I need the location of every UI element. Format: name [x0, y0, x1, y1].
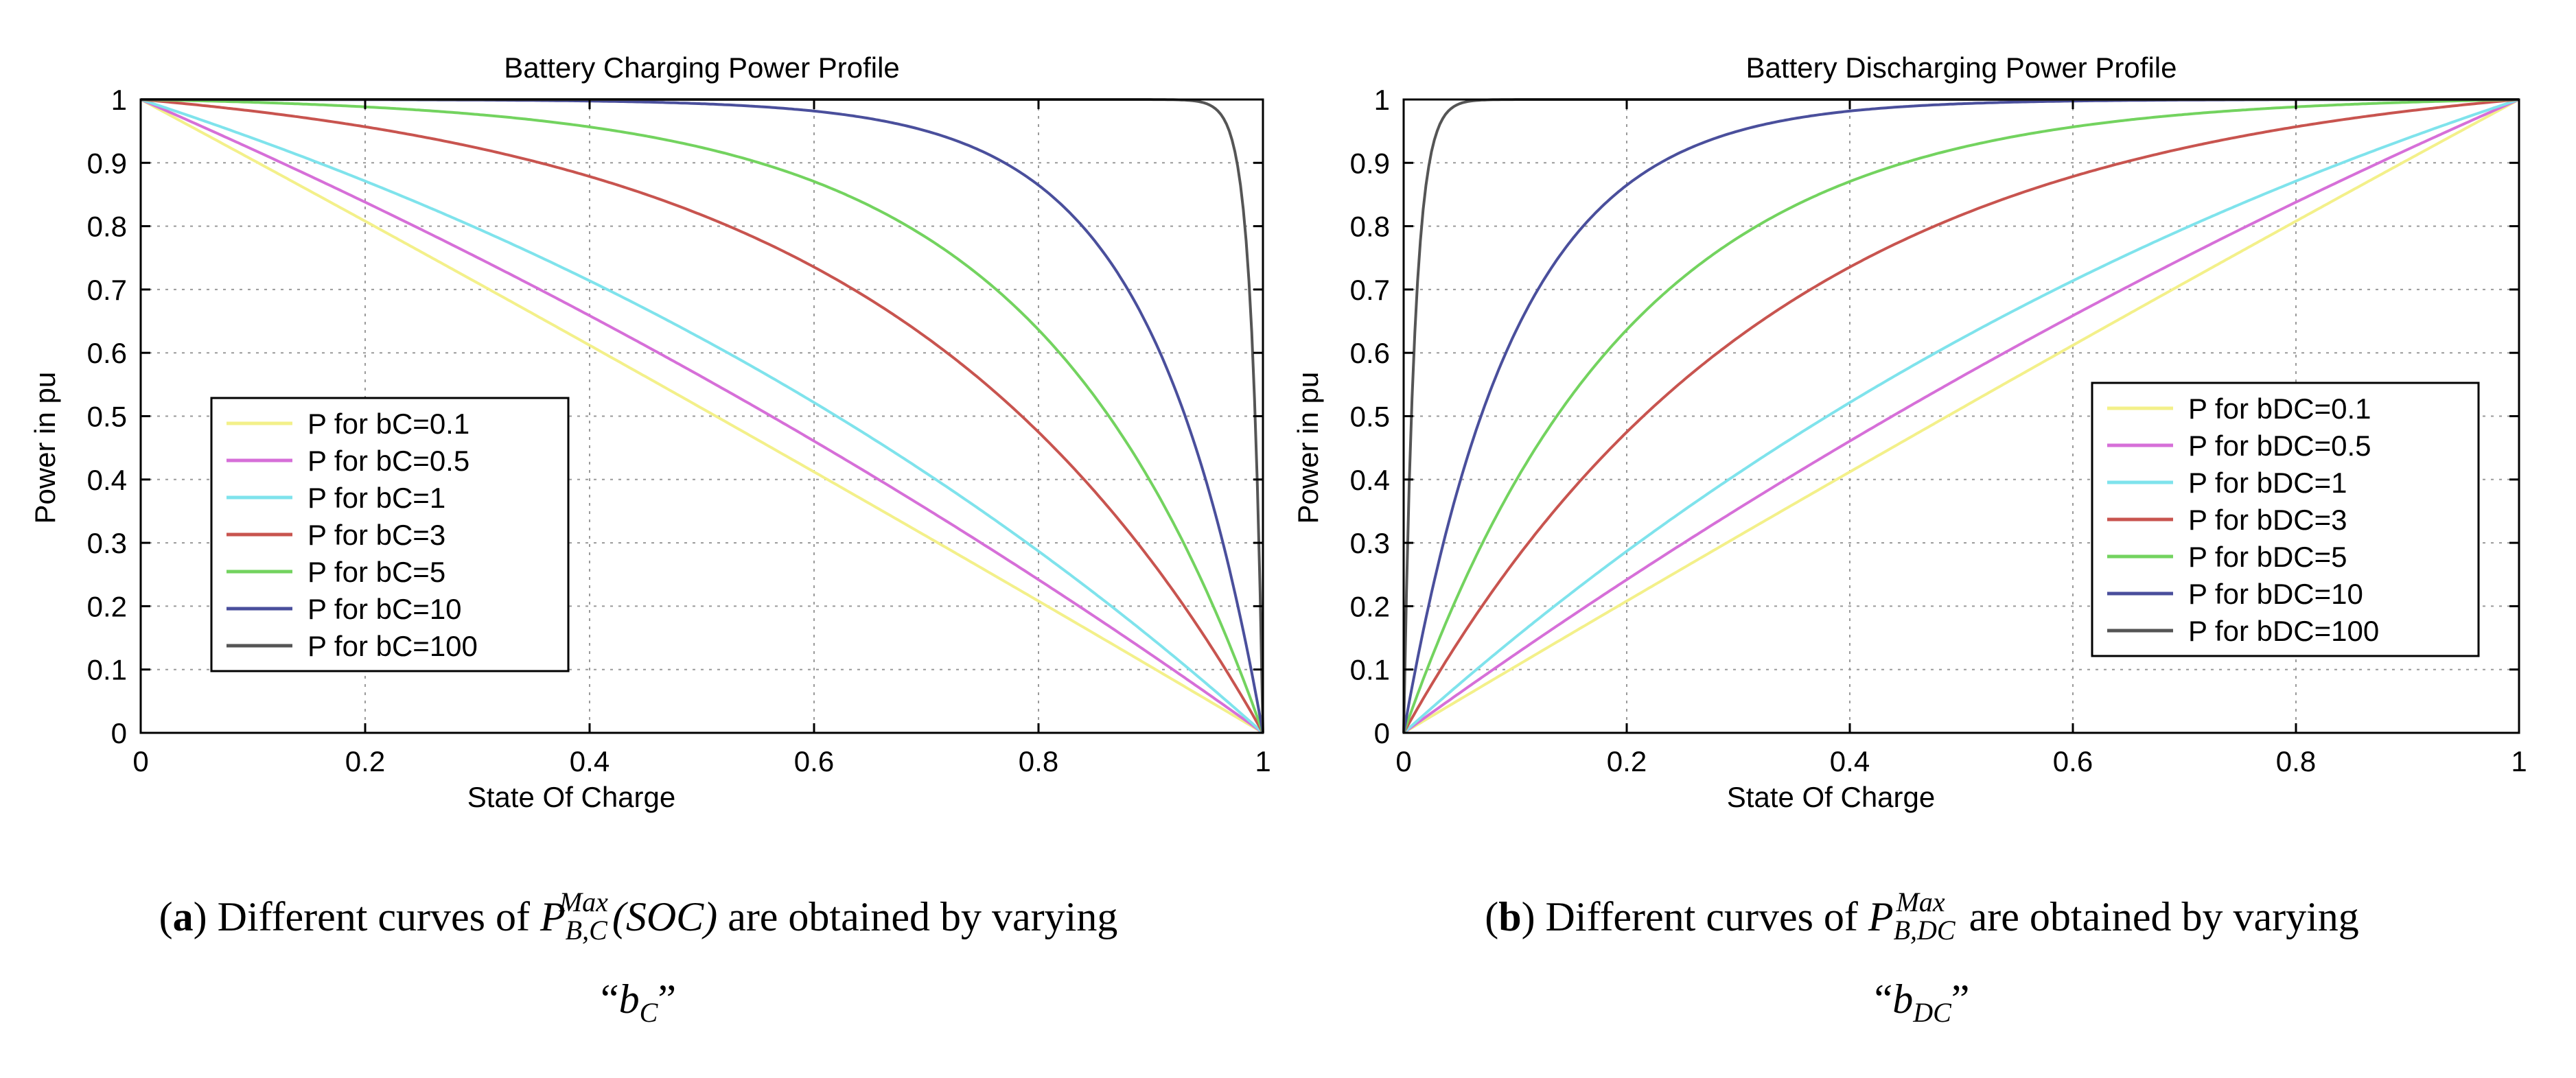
y-tick-label: 0.2: [87, 590, 127, 622]
series-line-4: [1402, 98, 2520, 734]
legend-label-4: P for bC=5: [308, 556, 445, 588]
chart-title: Battery Discharging Power Profile: [1746, 51, 2177, 84]
series-line-1: [140, 98, 1264, 734]
caption-a-text-after: are obtained by varying: [728, 894, 1118, 939]
y-tick-label: 0.6: [87, 337, 127, 369]
caption-b-var-sub: DC: [1913, 997, 1951, 1028]
x-tick-label: 0.4: [570, 745, 610, 777]
y-tick-label: 0.3: [1350, 527, 1390, 559]
caption-a: (a) Different curves of PB,CMax (SOC) are…: [159, 887, 1118, 1028]
y-tick-label: 0: [1374, 717, 1390, 749]
y-tick-label: 0.8: [87, 211, 127, 243]
caption-a-var-open: “: [601, 976, 619, 1022]
series-line-1: [1402, 98, 2520, 734]
series-line-0: [140, 98, 1264, 734]
x-axis-label: State Of Charge: [1727, 781, 1936, 813]
caption-b-sup: Max: [1896, 887, 1945, 917]
legend-label-1: P for bDC=0.5: [2188, 430, 2371, 462]
series-line-3: [1402, 98, 2520, 734]
legend-label-2: P for bC=1: [308, 482, 445, 514]
chart-discharging: 0 0.2 0.4 0.6 0.8 1 0 0.1 0.2 0.3 0.4 0.5 0.6 0.7 0.8 0…: [1292, 51, 2527, 813]
chart-title: Battery Charging Power Profile: [504, 51, 900, 84]
caption-a-var-sub: C: [639, 997, 658, 1028]
caption-a-var: b: [618, 976, 640, 1022]
y-tick-label: 0.5: [87, 401, 127, 433]
y-tick-label: 1: [1374, 84, 1390, 116]
x-tick-label: 0.4: [1830, 745, 1870, 777]
series-line-3: [140, 98, 1264, 734]
y-axis-label: Power in pu: [29, 372, 61, 524]
legend-label-3: P for bDC=3: [2188, 504, 2347, 536]
y-tick-label: 1: [111, 84, 127, 116]
caption-b-var-close: ”: [1951, 976, 1970, 1022]
series-line-2: [140, 98, 1264, 734]
caption-b-symbol: P: [1868, 894, 1894, 939]
y-tick-label: 0.7: [1350, 274, 1390, 306]
x-tick-label: 0: [132, 745, 148, 777]
legend-label-2: P for bDC=1: [2188, 467, 2347, 499]
caption-a-sup: Max: [559, 887, 608, 917]
legend: P for bC=0.1 P for bC=0.5 P for bC=1 P for …: [210, 397, 570, 672]
x-tick-label: 0.6: [794, 745, 834, 777]
x-tick-label: 0.2: [345, 745, 385, 777]
x-tick-label: 0.8: [1019, 745, 1058, 777]
x-tick-label: 1: [2511, 745, 2527, 777]
y-tick-label: 0.4: [1350, 464, 1390, 496]
legend-label-6: P for bC=100: [308, 630, 478, 662]
legend-label-5: P for bDC=10: [2188, 578, 2363, 610]
y-tick-label: 0.9: [1350, 147, 1390, 179]
y-tick-label: 0: [111, 717, 127, 749]
legend-label-4: P for bDC=5: [2188, 541, 2347, 573]
y-tick-label: 0.9: [87, 147, 127, 179]
chart-charging: 0 0.2 0.4 0.6 0.8 1 0 0.1 0.2 0.3 0.4 0.5 0.6 0.7 0.8 0…: [29, 51, 1271, 813]
legend-label-6: P for bDC=100: [2188, 615, 2379, 647]
caption-b-text-after: are obtained by varying: [1969, 894, 2359, 939]
caption-b-math: PB,DCMax: [1868, 887, 1956, 946]
caption-b: (b) Different curves of PB,DCMax are obt…: [1485, 887, 2359, 1028]
x-tick-label: 0.2: [1607, 745, 1647, 777]
y-tick-label: 0.2: [1350, 590, 1390, 622]
y-tick-label: 0.5: [1350, 401, 1390, 433]
caption-a-label: a: [172, 894, 194, 939]
x-tick-label: 0.8: [2276, 745, 2316, 777]
x-tick-label: 0.6: [2053, 745, 2093, 777]
caption-a-symbol: P: [540, 894, 566, 939]
legend-label-3: P for bC=3: [308, 519, 445, 551]
series-line-0: [1402, 98, 2520, 734]
y-tick-label: 0.8: [1350, 211, 1390, 243]
legend-label-0: P for bC=0.1: [308, 408, 469, 440]
y-tick-label: 0.1: [1350, 654, 1390, 686]
y-axis-label: Power in pu: [1292, 372, 1324, 524]
y-tick-label: 0.4: [87, 464, 127, 496]
caption-a-var-close: ”: [658, 976, 676, 1022]
caption-a-arg: (SOC): [612, 894, 718, 939]
caption-b-label: b: [1498, 894, 1522, 939]
caption-a-sub: B,C: [565, 915, 607, 946]
y-tick-label: 0.6: [1350, 337, 1390, 369]
legend-label-5: P for bC=10: [308, 593, 462, 625]
series-line-4: [140, 98, 1264, 734]
caption-b-var-open: “: [1874, 976, 1893, 1022]
caption-a-text-before: Different curves of: [217, 894, 531, 939]
caption-b-sub: B,DC: [1893, 915, 1956, 946]
x-tick-label: 1: [1255, 745, 1270, 777]
legend: P for bDC=0.1 P for bDC=0.5 P for bDC=1 P f…: [2091, 382, 2480, 657]
series-line-2: [1402, 98, 2520, 734]
caption-a-math: PB,CMax (SOC): [540, 887, 718, 946]
x-tick-label: 0: [1395, 745, 1411, 777]
x-axis-label: State Of Charge: [467, 781, 676, 813]
y-tick-label: 0.7: [87, 274, 127, 306]
y-tick-label: 0.1: [87, 654, 127, 686]
caption-b-var: b: [1892, 976, 1914, 1022]
caption-b-text-before: Different curves of: [1545, 894, 1858, 939]
legend-label-0: P for bDC=0.1: [2188, 392, 2371, 425]
legend-label-1: P for bC=0.5: [308, 445, 469, 477]
y-tick-label: 0.3: [87, 527, 127, 559]
